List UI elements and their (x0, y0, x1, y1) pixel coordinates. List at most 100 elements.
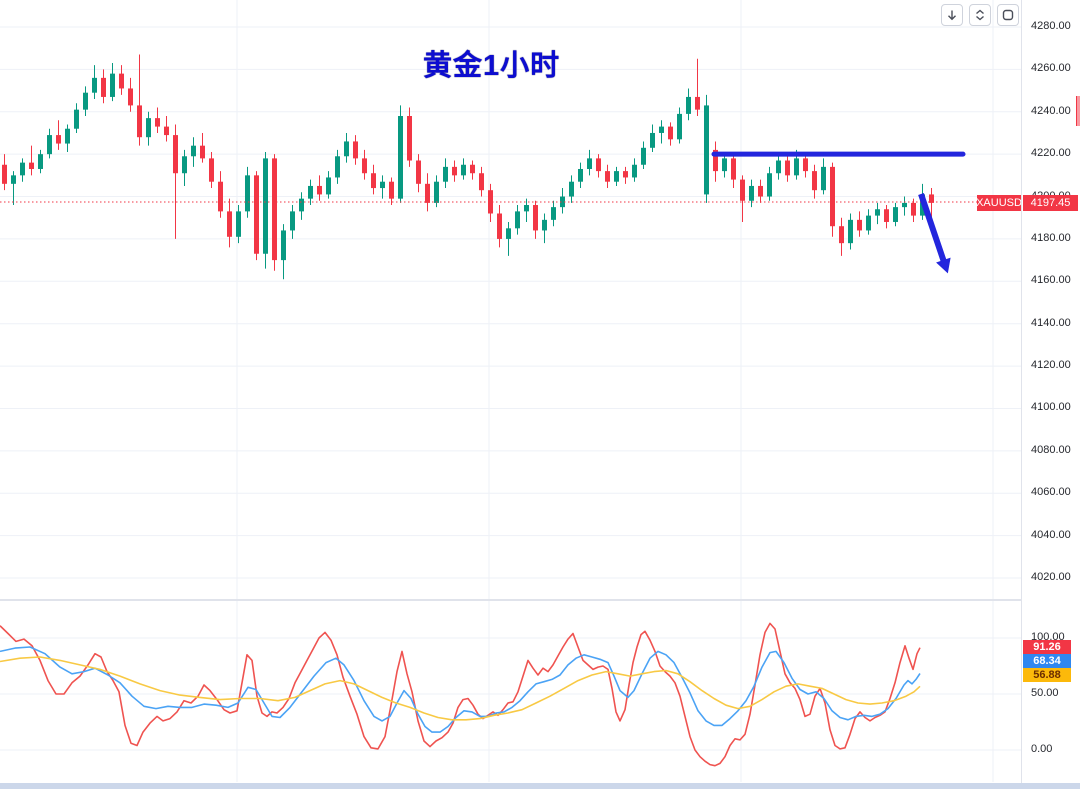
candle-body (434, 181, 439, 203)
candle-body (911, 202, 916, 216)
candle-body (605, 171, 610, 182)
candle-body (848, 219, 853, 244)
candle-body (659, 126, 664, 133)
candle-body (623, 171, 628, 178)
candle-body (542, 219, 547, 231)
osc-tick-label: 50.00 (1031, 687, 1059, 699)
candle-body (443, 166, 448, 182)
price-tick-label: 4100.00 (1031, 401, 1071, 414)
price-tick-label: 4180.00 (1031, 231, 1071, 244)
price-tick-label: 4140.00 (1031, 316, 1071, 329)
candle-body (272, 158, 277, 261)
candle-body (884, 209, 889, 222)
candle-body (191, 145, 196, 157)
candle-body (236, 211, 241, 237)
candle-body (245, 175, 250, 212)
chart-title: 黄金1小时 (423, 50, 561, 82)
main-chart-pane[interactable]: 黄金1小时 XAUUSD (0, 0, 1022, 599)
candle-body (929, 194, 934, 203)
restore-pane-button[interactable] (997, 4, 1019, 26)
candle-body (731, 158, 736, 180)
price-tick-label: 4040.00 (1031, 528, 1071, 541)
candle-body (137, 105, 142, 138)
price-tick-label: 4240.00 (1031, 104, 1071, 117)
candle-body (668, 126, 673, 140)
price-tick-label: 4160.00 (1031, 274, 1071, 287)
candle-body (533, 205, 538, 231)
candle-body (803, 158, 808, 172)
candle-body (749, 185, 754, 201)
candle-body (344, 141, 349, 157)
candle-body (902, 202, 907, 208)
osc-value-badge-D: 56.88 (1023, 668, 1071, 682)
candle-body (74, 109, 79, 129)
candle-body (173, 135, 178, 174)
down-arrow-annotation[interactable] (918, 193, 951, 274)
candle-body (227, 211, 232, 237)
candle-body (326, 177, 331, 195)
candle-body (47, 135, 52, 155)
candle-body (569, 181, 574, 197)
candle-body (461, 164, 466, 176)
candle-body (488, 190, 493, 214)
oscillator-chart-canvas[interactable] (0, 601, 1021, 782)
candle-body (92, 77, 97, 93)
candle-body (200, 145, 205, 159)
candle-body (164, 126, 169, 136)
osc-tick-label: 0.00 (1031, 743, 1053, 755)
candle-body (56, 135, 61, 144)
candle-body (209, 158, 214, 182)
oscillator-pane[interactable] (0, 601, 1021, 782)
price-axis[interactable]: 4280.004260.004240.004220.004200.004180.… (1021, 0, 1080, 783)
pane-toolbar (941, 4, 1019, 26)
price-tick-label: 4060.00 (1031, 486, 1071, 499)
candle-body (515, 211, 520, 229)
candle-body (767, 173, 772, 197)
candle-body (704, 105, 709, 195)
osc-value-badge-J: 91.26 (1023, 640, 1071, 654)
candle-body (632, 164, 637, 178)
candle-body (695, 96, 700, 110)
candlestick-chart-canvas[interactable] (0, 0, 1021, 599)
candle-body (839, 226, 844, 244)
price-tick-label: 4080.00 (1031, 443, 1071, 456)
last-price-value: 4197.45 (1023, 195, 1078, 211)
candle-body (20, 162, 25, 176)
candle-body (299, 198, 304, 212)
candle-body (506, 228, 511, 239)
candle-body (794, 158, 799, 176)
candle-body (38, 154, 43, 169)
edge-marker (1076, 96, 1080, 126)
candle-body (587, 158, 592, 169)
maximize-pane-button[interactable] (969, 4, 991, 26)
candle-body (641, 147, 646, 165)
candle-body (281, 230, 286, 261)
candle-body (362, 158, 367, 174)
candle-body (452, 166, 457, 176)
pane-divider[interactable] (0, 599, 1080, 601)
candle-body (650, 132, 655, 148)
time-axis-strip[interactable] (0, 783, 1080, 789)
candle-body (524, 205, 529, 212)
candle-body (740, 179, 745, 201)
candle-body (830, 166, 835, 227)
candle-body (317, 185, 322, 195)
candle-body (857, 219, 862, 231)
candle-body (29, 162, 34, 169)
candle-body (2, 164, 7, 184)
candle-body (866, 215, 871, 231)
move-pane-down-button[interactable] (941, 4, 963, 26)
candle-body (65, 128, 70, 144)
candle-body (776, 160, 781, 174)
candle-body (470, 164, 475, 174)
candle-body (821, 166, 826, 191)
symbol-price-flag: XAUUSD (976, 195, 1022, 211)
candle-body (155, 118, 160, 127)
candle-body (758, 185, 763, 197)
price-tick-label: 4020.00 (1031, 571, 1071, 583)
arrow-down-icon (948, 10, 956, 21)
candle-body (713, 149, 718, 172)
candle-body (578, 168, 583, 182)
candle-body (686, 96, 691, 114)
